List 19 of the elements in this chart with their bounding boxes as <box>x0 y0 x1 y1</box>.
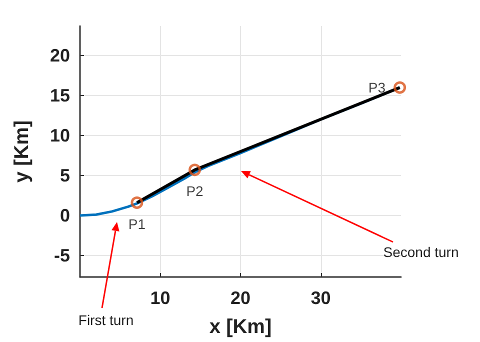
point <box>394 81 406 94</box>
x-tick-label: 20 <box>230 288 251 308</box>
y-tick-label: 15 <box>50 86 70 106</box>
y-tick-label: 0 <box>60 205 70 226</box>
point <box>188 164 202 176</box>
x-tick-label: 30 <box>310 288 331 308</box>
data-label: P1 <box>128 216 146 232</box>
y-axis-title: y [Km] <box>11 120 33 183</box>
y-tick-label: 10 <box>50 126 70 146</box>
text: First turn <box>78 312 134 328</box>
y-tick-label: 5 <box>60 165 70 186</box>
data-label: P3 <box>368 80 386 96</box>
point <box>130 196 144 209</box>
data-label: P2 <box>186 183 204 200</box>
x-tick-label: 10 <box>150 288 170 308</box>
x-axis-title: x [Km] <box>209 316 272 338</box>
y-tick-label: -5 <box>54 245 70 266</box>
y-tick-label: 20 <box>50 46 70 66</box>
annotation: Second turn <box>383 244 459 260</box>
